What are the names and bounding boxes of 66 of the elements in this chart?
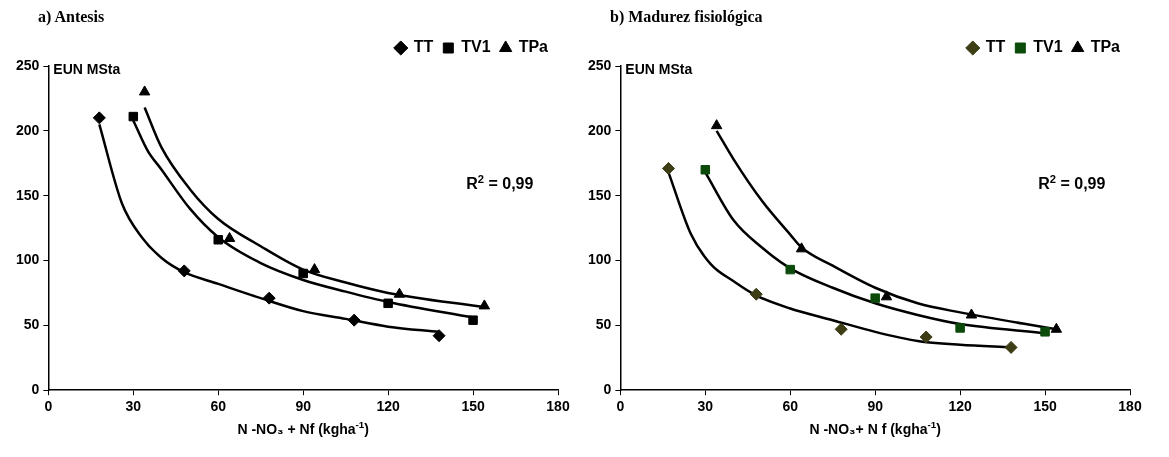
point xyxy=(955,323,965,333)
y-tick-label: 100 xyxy=(588,251,612,268)
y-axis-title: EUN MSta xyxy=(625,61,693,77)
x-tick-label: 30 xyxy=(697,398,714,415)
y-tick-label: 50 xyxy=(23,316,40,333)
point xyxy=(661,161,675,175)
point xyxy=(1050,322,1063,333)
point xyxy=(138,85,151,96)
legend-label: TPa xyxy=(518,38,549,56)
point xyxy=(478,299,491,310)
y-tick-label: 250 xyxy=(16,56,40,73)
y-tick-label: 100 xyxy=(16,251,40,268)
point xyxy=(749,287,763,301)
x-tick-label: 180 xyxy=(1118,398,1142,415)
y-tick-label: 150 xyxy=(588,186,612,203)
legend-label: TT xyxy=(985,38,1006,56)
point xyxy=(432,329,446,343)
legend-label: TT xyxy=(413,38,434,56)
x-tick-label: 90 xyxy=(867,398,884,415)
y-tick-label: 0 xyxy=(31,381,40,398)
y-tick-label: 50 xyxy=(595,316,612,333)
chart-title: a) Antesis xyxy=(37,8,106,28)
point xyxy=(347,313,361,327)
point xyxy=(785,264,795,275)
x-tick-label: 120 xyxy=(376,398,401,415)
x-tick-label: 60 xyxy=(210,398,227,415)
point xyxy=(308,263,321,274)
y-tick-label: 200 xyxy=(588,121,612,138)
point xyxy=(262,291,276,305)
point xyxy=(880,290,893,301)
point xyxy=(919,330,933,344)
point xyxy=(1004,340,1018,354)
legend-label: TPa xyxy=(1090,38,1121,56)
point xyxy=(298,268,308,279)
x-tick-label: 0 xyxy=(616,398,625,415)
x-tick-label: 30 xyxy=(125,398,142,415)
y-axis-title: EUN MSta xyxy=(53,61,121,77)
x-tick-label: 120 xyxy=(948,398,973,415)
point xyxy=(393,287,406,298)
chart-title: b) Madurez fisiológica xyxy=(609,8,764,28)
point xyxy=(383,298,393,309)
point xyxy=(700,165,711,175)
point xyxy=(834,322,848,336)
point xyxy=(710,119,723,130)
legend-label: TV1 xyxy=(461,38,491,56)
y-tick-label: 0 xyxy=(603,381,612,398)
y-tick-label: 200 xyxy=(16,121,40,138)
point xyxy=(92,111,106,125)
legend-label: TV1 xyxy=(1033,38,1063,56)
point xyxy=(213,235,223,245)
point xyxy=(128,111,139,122)
point xyxy=(1040,327,1050,337)
x-tick-label: 150 xyxy=(461,398,485,415)
point xyxy=(223,231,236,242)
point xyxy=(468,315,478,325)
point xyxy=(965,308,978,319)
point xyxy=(177,264,191,278)
x-tick-label: 90 xyxy=(295,398,312,415)
y-tick-label: 150 xyxy=(16,186,40,203)
x-tick-label: 150 xyxy=(1033,398,1057,415)
y-tick-label: 250 xyxy=(588,56,612,73)
point xyxy=(795,242,808,253)
x-tick-label: 60 xyxy=(782,398,799,415)
point xyxy=(870,293,880,303)
x-tick-label: 0 xyxy=(44,398,53,415)
x-tick-label: 180 xyxy=(546,398,570,415)
